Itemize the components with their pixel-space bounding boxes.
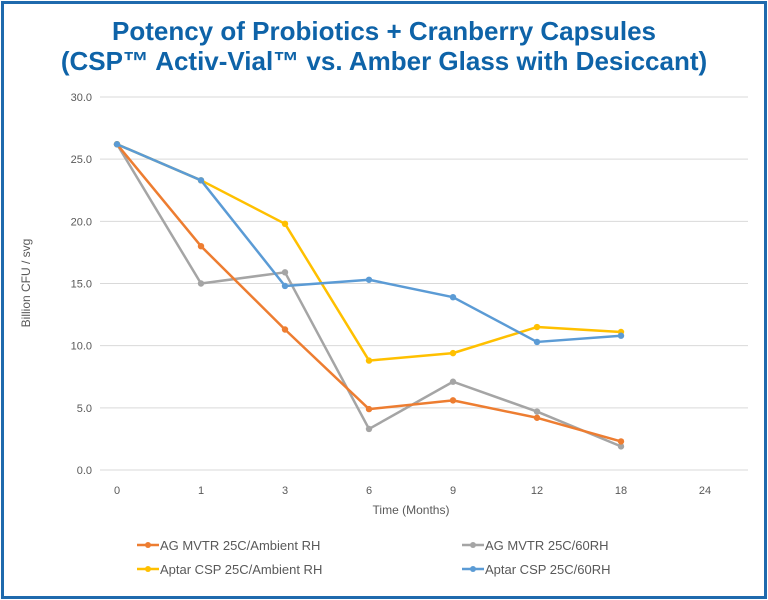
data-point [449, 397, 457, 404]
legend-label: Aptar CSP 25C/60RH [485, 562, 611, 577]
x-tick-label: 24 [699, 485, 711, 497]
data-point [617, 443, 625, 450]
data-point [113, 141, 121, 148]
y-tick-label: 30.0 [71, 92, 92, 104]
data-point [197, 280, 205, 287]
data-point [197, 243, 205, 250]
x-tick-label: 1 [198, 485, 204, 497]
y-tick-label: 10.0 [71, 341, 92, 353]
series-line [115, 143, 622, 448]
series-line [116, 143, 622, 443]
legend-marker [145, 566, 151, 572]
data-point [365, 425, 373, 433]
x-axis-label: Time (Months) [373, 503, 450, 517]
x-tick-label: 3 [282, 485, 288, 497]
y-tick-label: 20.0 [71, 216, 92, 228]
data-point [281, 269, 289, 276]
y-tick-label: 5.0 [77, 403, 92, 415]
legend-label: AG MVTR 25C/Ambient RH [160, 538, 320, 553]
data-point [533, 323, 541, 331]
y-tick-label: 0.0 [77, 465, 92, 477]
legend-marker [470, 542, 476, 548]
data-point [533, 408, 541, 415]
data-point [449, 378, 457, 385]
data-point [197, 177, 205, 184]
legend-marker [145, 542, 151, 548]
x-tick-label: 9 [450, 485, 456, 497]
data-point [533, 414, 541, 421]
x-tick-label: 0 [114, 485, 120, 497]
series-line [116, 143, 622, 344]
legend-marker [470, 566, 476, 572]
data-point [281, 220, 289, 228]
data-point [449, 349, 457, 357]
legend-label: AG MVTR 25C/60RH [485, 538, 609, 553]
y-tick-label: 25.0 [71, 154, 92, 166]
x-tick-label: 6 [366, 485, 372, 497]
y-axis-label: Billion CFU / svg [19, 239, 33, 328]
x-tick-label: 18 [615, 485, 627, 497]
y-tick-label: 15.0 [71, 279, 92, 291]
data-point [365, 357, 373, 364]
data-point [365, 405, 373, 413]
x-tick-label: 12 [531, 485, 543, 497]
data-point [365, 276, 373, 283]
data-point [449, 293, 457, 301]
legend-label: Aptar CSP 25C/Ambient RH [160, 562, 322, 577]
data-point [281, 326, 289, 333]
chart-title: Potency of Probiotics + Cranberry Capsul… [112, 16, 656, 46]
data-point [617, 438, 625, 445]
data-point [281, 282, 289, 290]
data-point [533, 338, 541, 346]
data-point [617, 332, 625, 339]
chart-subtitle: (CSP™ Activ-Vial™ vs. Amber Glass with D… [60, 46, 708, 76]
